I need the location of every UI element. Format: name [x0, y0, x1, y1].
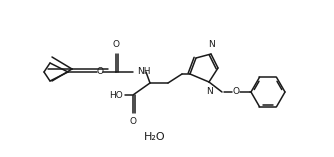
Text: O: O [97, 68, 104, 76]
Text: O: O [232, 87, 239, 97]
Text: HO: HO [109, 90, 123, 100]
Text: NH: NH [137, 67, 151, 76]
Text: O: O [113, 40, 120, 49]
Text: O: O [130, 117, 137, 126]
Text: N: N [209, 40, 215, 49]
Text: H₂O: H₂O [144, 132, 166, 142]
Text: N: N [207, 87, 213, 96]
